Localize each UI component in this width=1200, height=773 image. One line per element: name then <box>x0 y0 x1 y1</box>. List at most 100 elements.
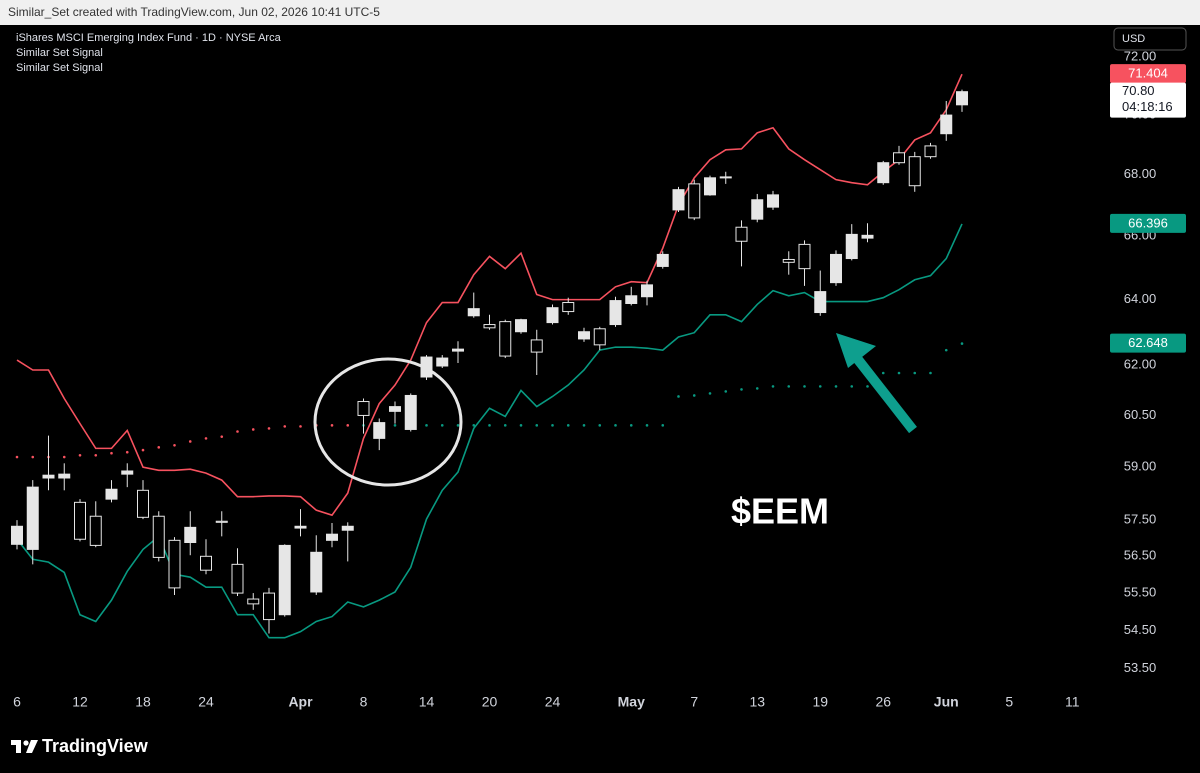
candle-body <box>625 295 638 304</box>
signal-dot <box>488 424 491 427</box>
x-tick-label: 19 <box>812 694 828 710</box>
signal-dot <box>944 348 948 352</box>
candle-body <box>719 176 732 179</box>
candle-body <box>137 489 149 518</box>
signal-dot <box>692 394 696 397</box>
brand-text: TradingView <box>42 736 149 756</box>
signal-dot <box>803 385 806 388</box>
y-tick-label: 55.50 <box>1124 585 1157 600</box>
x-tick-label: 24 <box>198 694 214 710</box>
signal-dot <box>283 425 287 428</box>
candle-body <box>767 194 779 208</box>
signal-dot <box>125 450 129 454</box>
signal-dot <box>708 392 712 395</box>
signal-dot <box>834 385 838 388</box>
highlight-ellipse <box>313 357 463 487</box>
candle-body <box>389 406 401 412</box>
candle-body <box>956 91 968 106</box>
candle-body <box>893 152 905 164</box>
candle-body <box>467 308 480 317</box>
signal-dot <box>755 387 759 390</box>
arrow-shaft <box>852 353 917 434</box>
candle-body <box>562 302 575 313</box>
x-tick-label: 7 <box>690 694 698 710</box>
candle-body <box>294 525 307 529</box>
candle-body <box>830 253 842 284</box>
candle-body <box>782 258 795 263</box>
signal-dot <box>960 342 964 345</box>
x-tick-label: 20 <box>482 694 498 710</box>
candle-body <box>735 226 748 242</box>
candle-body <box>688 183 701 219</box>
candle-body <box>184 526 197 544</box>
signal-dot <box>141 448 145 452</box>
signal-dot <box>850 385 854 388</box>
signal-dot <box>740 388 743 391</box>
arrow <box>836 333 917 434</box>
signal-dot <box>440 424 444 427</box>
brand-logo <box>11 740 38 753</box>
y-tick-label: 60.50 <box>1124 407 1157 422</box>
x-tick-label: 13 <box>749 694 765 710</box>
signal-dot <box>913 371 917 375</box>
candle-layer <box>11 89 968 634</box>
currency-box[interactable] <box>1113 27 1187 51</box>
x-tick-label: Apr <box>288 694 313 710</box>
candle-body <box>89 515 102 546</box>
candle-body <box>152 515 165 558</box>
price-label: 62.648 <box>1128 335 1168 350</box>
y-tick-label: 54.50 <box>1124 622 1157 637</box>
candle-body <box>121 470 134 475</box>
signal-dot <box>425 424 428 427</box>
price-label-box <box>1110 64 1186 84</box>
signal-dot <box>220 435 224 438</box>
x-tick-label: 24 <box>545 694 561 710</box>
signal-dot <box>645 424 649 427</box>
x-tick-label: 6 <box>13 694 21 710</box>
signal-dot <box>614 424 617 427</box>
candle-body <box>310 551 323 593</box>
candle-body <box>672 189 685 211</box>
candle-body <box>814 291 827 314</box>
plot-background <box>0 25 1200 720</box>
signal-dot <box>881 371 885 375</box>
candle-body <box>578 331 590 340</box>
candle-body <box>877 162 890 184</box>
signal-dot <box>78 454 82 457</box>
x-tick-label: 26 <box>875 694 891 710</box>
candle-body <box>105 488 118 500</box>
y-tick-label: 72.00 <box>1124 49 1157 64</box>
signal-dot <box>157 446 161 449</box>
candle-body <box>341 525 354 531</box>
candle-body <box>940 114 953 135</box>
y-tick-label: 68.00 <box>1124 166 1157 181</box>
signal-dot <box>535 424 539 427</box>
signal-dot <box>94 454 98 457</box>
signal-dot <box>204 437 208 440</box>
signal-dot <box>551 424 554 427</box>
band-line <box>16 73 963 517</box>
candle-body <box>530 339 543 353</box>
signal-dot <box>236 430 239 433</box>
x-tick-label: 18 <box>135 694 151 710</box>
x-tick-label: 14 <box>419 694 435 710</box>
header-text: Similar_Set created with TradingView.com… <box>8 5 380 19</box>
header-bar <box>0 0 1200 25</box>
signal-dot <box>346 424 350 427</box>
price-label: 71.404 <box>1128 66 1168 81</box>
x-tick-label: 11 <box>1065 694 1080 710</box>
candle-body <box>357 401 370 416</box>
candle-body <box>215 520 228 523</box>
price-label-box <box>1110 213 1186 233</box>
currency-label: USD <box>1122 33 1145 45</box>
signal-dot <box>677 395 680 398</box>
candle-body <box>641 284 653 298</box>
candle-body <box>168 539 181 589</box>
x-tick-label: May <box>618 694 645 710</box>
candle-body <box>263 592 275 621</box>
signal-dot <box>661 424 665 427</box>
signal-dot <box>503 424 507 427</box>
signal-dot <box>188 440 192 443</box>
